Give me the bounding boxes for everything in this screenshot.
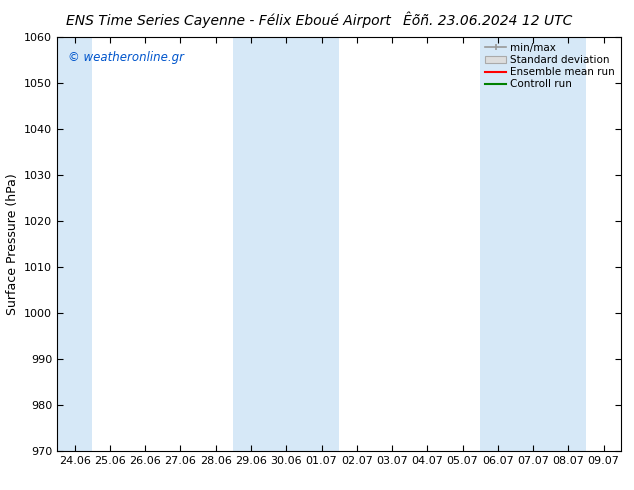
- Text: © weatheronline.gr: © weatheronline.gr: [68, 51, 184, 64]
- Bar: [233, 37, 339, 451]
- Text: Êõñ. 23.06.2024 12 UTC: Êõñ. 23.06.2024 12 UTC: [403, 14, 573, 28]
- Bar: [481, 37, 586, 451]
- Y-axis label: Surface Pressure (hPa): Surface Pressure (hPa): [6, 173, 18, 315]
- Legend: min/max, Standard deviation, Ensemble mean run, Controll run: min/max, Standard deviation, Ensemble me…: [481, 39, 619, 94]
- Bar: [57, 37, 93, 451]
- Text: ENS Time Series Cayenne - Félix Eboué Airport: ENS Time Series Cayenne - Félix Eboué Ai…: [66, 14, 391, 28]
